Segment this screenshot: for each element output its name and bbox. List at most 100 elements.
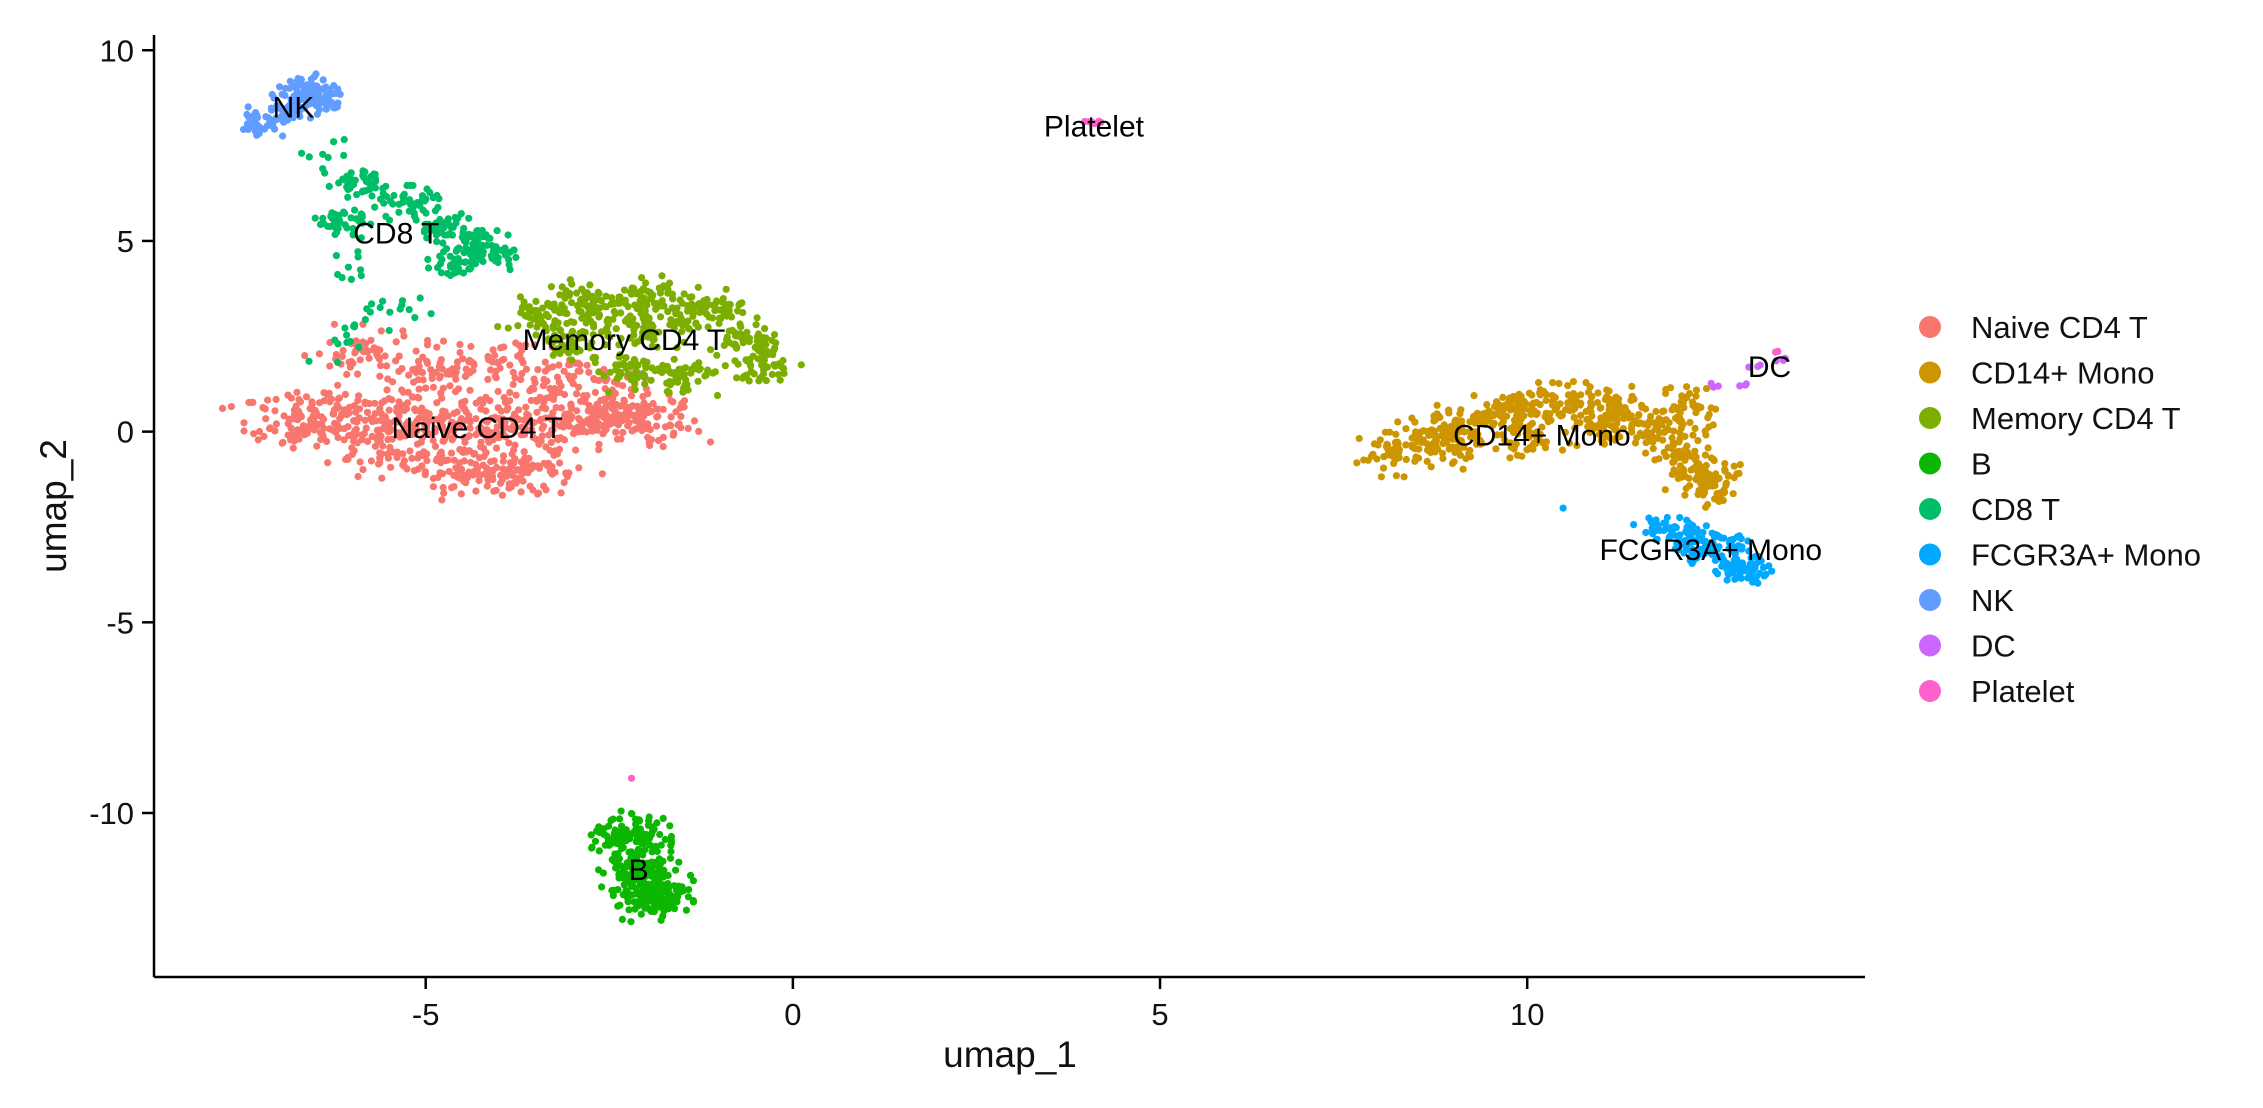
data-point: [1647, 516, 1655, 525]
data-point: [609, 403, 617, 411]
data-point: [329, 426, 337, 434]
data-point: [446, 261, 455, 269]
series-cd8-t: [298, 136, 520, 366]
series-fcgr3a-mono: [1559, 504, 1776, 587]
data-point: [1681, 456, 1689, 464]
data-point: [489, 346, 497, 354]
data-point: [659, 433, 667, 441]
data-point: [386, 308, 394, 316]
data-point: [622, 354, 630, 362]
data-point: [476, 454, 484, 462]
data-point: [1675, 545, 1683, 554]
data-point: [620, 396, 628, 404]
data-point: [482, 432, 490, 440]
data-point: [642, 327, 651, 335]
data-point: [542, 405, 550, 413]
data-point: [1402, 425, 1410, 433]
data-point: [677, 365, 685, 373]
data-point: [1462, 455, 1470, 463]
data-point: [554, 306, 562, 314]
data-point: [1662, 389, 1670, 398]
data-point: [659, 443, 667, 451]
data-point: [1683, 528, 1691, 536]
data-point: [1719, 558, 1727, 567]
data-point: [651, 858, 659, 867]
data-point: [761, 325, 769, 333]
data-point: [633, 305, 641, 313]
data-point: [533, 408, 541, 416]
data-point: [760, 356, 769, 364]
data-point: [487, 458, 495, 466]
data-point: [1651, 456, 1659, 464]
data-point: [412, 216, 420, 224]
data-point: [382, 425, 390, 433]
data-point: [506, 388, 514, 397]
data-point: [1666, 384, 1675, 392]
data-point: [350, 321, 359, 329]
data-point: [650, 335, 658, 343]
data-point: [620, 286, 629, 294]
data-point: [624, 315, 632, 323]
data-point: [244, 125, 252, 133]
cluster-label: Memory CD4 T: [523, 324, 726, 357]
data-point: [670, 905, 679, 913]
data-point: [293, 77, 301, 85]
data-point: [1613, 420, 1621, 428]
data-point: [357, 272, 365, 280]
data-point: [411, 314, 419, 322]
data-point: [648, 823, 656, 831]
data-point: [1402, 455, 1410, 464]
data-point: [444, 412, 452, 420]
data-point: [463, 448, 471, 456]
data-point: [638, 274, 646, 282]
data-point: [1353, 459, 1361, 467]
data-point: [1457, 406, 1465, 414]
data-point: [378, 450, 386, 458]
data-point: [218, 404, 227, 412]
data-point: [505, 484, 513, 492]
data-point: [675, 858, 683, 866]
data-point: [597, 328, 606, 336]
data-point: [677, 412, 685, 420]
data-point: [770, 361, 778, 369]
data-point: [678, 299, 686, 307]
data-point: [574, 428, 582, 436]
data-point: [418, 462, 426, 470]
data-point: [446, 370, 454, 378]
data-point: [1702, 522, 1710, 530]
data-point: [573, 289, 581, 297]
data-point: [1755, 552, 1763, 561]
data-point: [382, 192, 391, 201]
data-point: [360, 172, 368, 180]
data-point: [631, 339, 639, 348]
data-point: [1671, 523, 1679, 531]
data-point: [447, 449, 456, 457]
data-point: [1611, 436, 1619, 444]
data-point: [545, 335, 553, 343]
data-point: [638, 849, 646, 858]
data-point: [653, 413, 661, 421]
data-point: [287, 394, 295, 402]
data-point: [1543, 414, 1551, 422]
data-point: [548, 426, 557, 435]
data-point: [598, 883, 606, 891]
data-point: [502, 251, 510, 259]
data-point: [309, 417, 317, 425]
data-point: [347, 275, 355, 283]
data-point: [542, 414, 550, 422]
data-point: [264, 396, 272, 404]
data-point: [437, 459, 445, 467]
data-point: [505, 439, 513, 447]
data-point: [776, 376, 784, 384]
data-point: [371, 410, 379, 418]
data-point: [604, 315, 612, 324]
data-point: [1628, 382, 1636, 390]
data-point: [476, 243, 484, 251]
data-point: [302, 393, 311, 401]
data-point: [657, 916, 665, 924]
data-point: [737, 334, 746, 342]
data-point: [1516, 420, 1524, 428]
data-point: [289, 444, 297, 452]
data-point: [518, 370, 526, 378]
data-point: [240, 419, 248, 427]
